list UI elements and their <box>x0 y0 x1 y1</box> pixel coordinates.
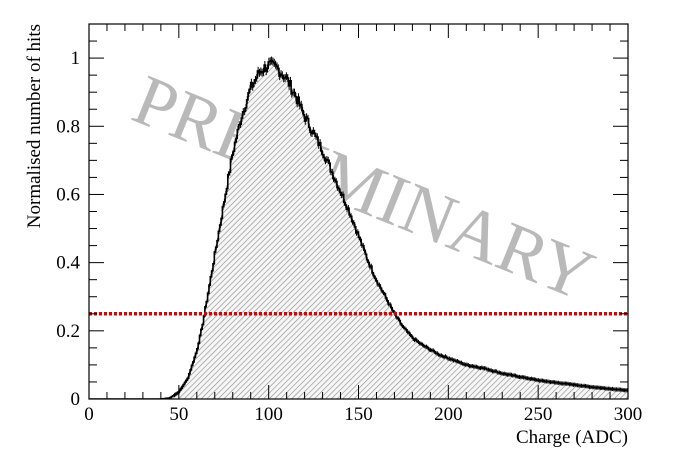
x-tick-label: 150 <box>344 404 373 425</box>
x-tick-label: 300 <box>614 404 643 425</box>
x-axis-title: Charge (ADC) <box>516 427 628 448</box>
y-tick-label: 0 <box>71 389 81 410</box>
y-tick-label: 1 <box>71 48 81 69</box>
x-tick-label: 0 <box>84 404 94 425</box>
y-tick-label: 0.8 <box>56 116 80 137</box>
x-tick-label: 50 <box>169 404 188 425</box>
y-tick-label: 0.2 <box>56 321 80 342</box>
x-tick-label: 100 <box>254 404 283 425</box>
histogram-fill <box>89 60 628 399</box>
x-tick-label: 200 <box>434 404 463 425</box>
histogram-error-bars <box>174 56 628 398</box>
x-tick-label: 250 <box>524 404 553 425</box>
y-tick-label: 0.6 <box>56 184 80 205</box>
y-axis-title: Normalised number of hits <box>24 24 45 228</box>
y-tick-label: 0.4 <box>56 253 80 274</box>
